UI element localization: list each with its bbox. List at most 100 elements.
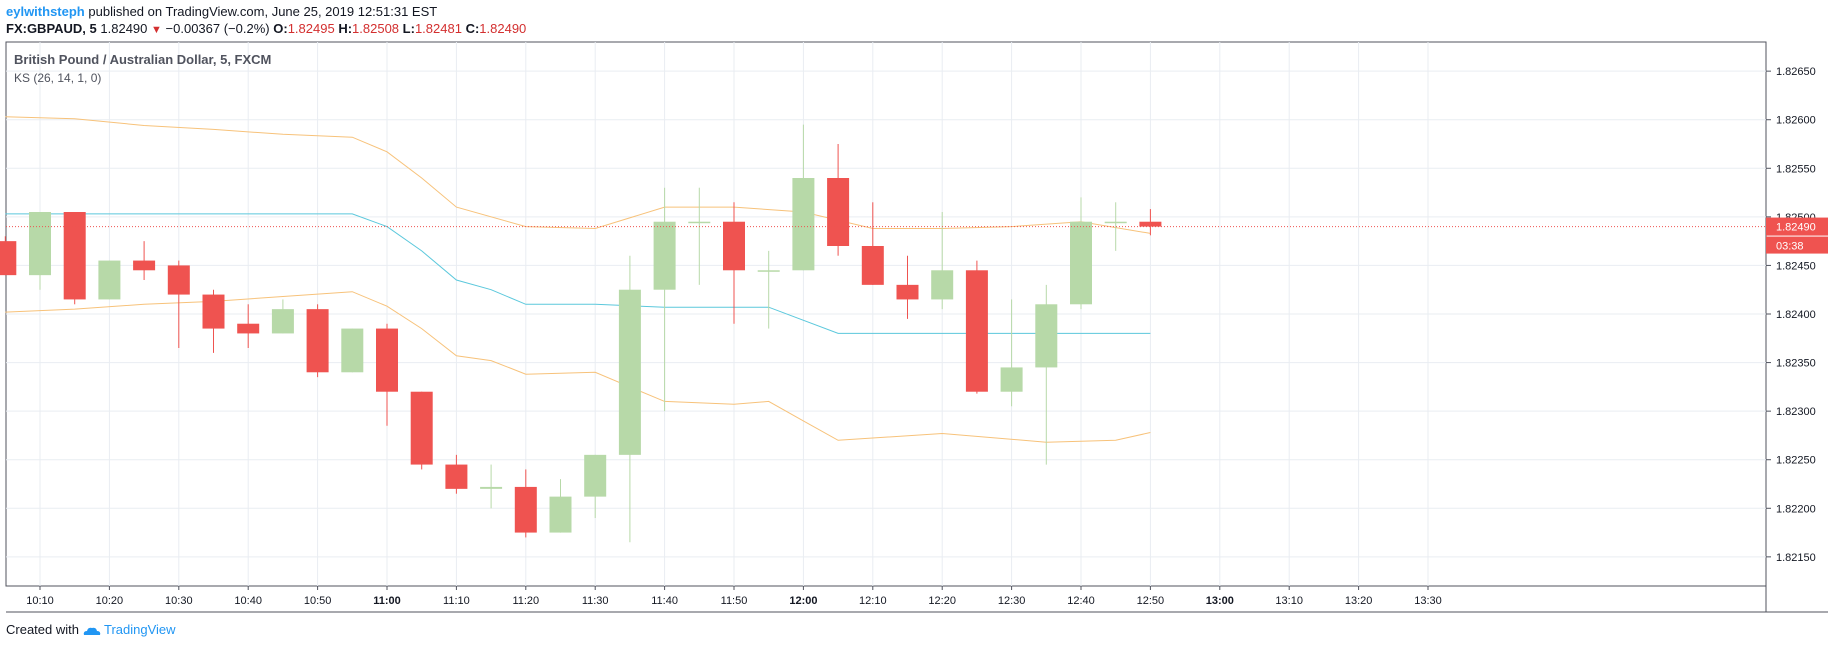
candle-1215: [896, 255, 919, 319]
time-tick-label: 12:40: [1067, 595, 1095, 607]
candle-1230: [1000, 299, 1023, 407]
candle-body: [584, 454, 607, 497]
candle-body: [306, 309, 329, 373]
line-lower: [5, 291, 1151, 443]
candle-1225: [965, 260, 988, 394]
candle-1100: [376, 323, 398, 426]
price-tick-label: 1.82350: [1776, 358, 1816, 370]
candle-1020: [98, 260, 121, 300]
candle-body: [757, 270, 780, 272]
candle-1235: [1035, 284, 1058, 465]
time-tick-label: 11:40: [651, 595, 678, 607]
candle-body: [618, 289, 641, 455]
candle-body: [965, 270, 988, 392]
candle-1110: [445, 454, 468, 494]
change-value: −0.00367 (−0.2%): [165, 21, 270, 36]
candle-1205: [827, 144, 850, 256]
grid: [6, 42, 1766, 586]
candle-body: [0, 241, 17, 276]
candle-body: [1035, 304, 1058, 368]
high-value: 1.82508: [352, 21, 400, 36]
candle-1120: [514, 469, 537, 538]
time-tick-label: 12:30: [998, 595, 1026, 607]
candle-1040: [237, 304, 260, 348]
candle-body: [98, 260, 121, 300]
down-arrow-icon: ▼: [151, 24, 162, 36]
candle-1005: [0, 236, 17, 276]
time-tick-label: 12:50: [1137, 595, 1165, 607]
candle-1200: [792, 124, 815, 271]
time-tick-label: 10:20: [96, 595, 124, 607]
candle-1155: [757, 250, 780, 329]
candle-body: [445, 464, 468, 489]
symbol-label: FX:GBPAUD, 5: [6, 21, 97, 36]
price-tick-label: 1.82450: [1776, 260, 1816, 272]
candle-1250: [1139, 209, 1162, 236]
candle-1145: [688, 187, 711, 285]
candle-1240: [1070, 197, 1092, 310]
candle-body: [410, 391, 433, 465]
open-value: 1.82495: [287, 21, 335, 36]
price-tick-label: 1.82150: [1776, 552, 1816, 564]
candle-1030: [167, 260, 190, 348]
candle-1135: [618, 255, 641, 543]
line-base: [5, 213, 1151, 334]
time-tick-label: 13:20: [1345, 595, 1373, 607]
price-tick-label: 1.82400: [1776, 309, 1816, 321]
time-tick-label: 13:00: [1206, 595, 1234, 607]
time-tick-label: 13:30: [1414, 595, 1442, 607]
price-tick-label: 1.82550: [1776, 163, 1816, 175]
published-text: published on TradingView.com, June 25, 2…: [88, 4, 438, 19]
indicator-label: KS (26, 14, 1, 0): [14, 71, 101, 85]
candle-1125: [549, 479, 572, 533]
candle-1015: [63, 212, 86, 305]
candle-body: [1000, 367, 1023, 392]
candle-1130: [584, 454, 607, 518]
candle-body: [688, 221, 711, 224]
candle-body: [549, 496, 572, 533]
candle-body: [1104, 221, 1127, 224]
candles: [0, 124, 1162, 543]
candle-body: [827, 178, 850, 246]
candle-body: [202, 294, 225, 329]
candle-1105: [410, 391, 433, 470]
candle-body: [271, 309, 294, 334]
author-link[interactable]: eylwithsteph: [6, 4, 85, 19]
price-tick-label: 1.82600: [1776, 115, 1816, 127]
candle-body: [723, 221, 745, 271]
current-price-label: 1.82490: [1776, 222, 1816, 234]
candle-body: [167, 265, 190, 295]
candle-1010: [29, 212, 51, 290]
time-tick-label: 10:10: [26, 595, 54, 607]
candle-body: [653, 221, 676, 290]
last-price: 1.82490: [100, 21, 148, 36]
time-tick-label: 11:00: [373, 595, 401, 607]
tradingview-brand[interactable]: TradingView: [104, 622, 176, 637]
time-tick-label: 10:40: [234, 595, 262, 607]
candle-1045: [271, 299, 294, 334]
chart-title: British Pound / Australian Dollar, 5, FX…: [14, 52, 271, 67]
time-axis[interactable]: 10:10 10:20 10:30 10:40 10:50 11:00 11:10 11:20…: [26, 586, 1442, 607]
low-label: L:: [402, 21, 415, 36]
time-tick-label: 11:30: [582, 595, 609, 607]
time-tick-label: 12:10: [859, 595, 887, 607]
candle-1115: [480, 464, 503, 509]
price-axis[interactable]: 1.82150 1.82200 1.82250 1.82300 1.82350 1.824…: [1766, 66, 1816, 564]
candle-body: [514, 486, 537, 533]
time-tick-label: 13:10: [1275, 595, 1303, 607]
ohlc-header: FX:GBPAUD, 5 1.82490 ▼ −0.00367 (−0.2%) …: [6, 21, 526, 38]
countdown-box: [1766, 236, 1828, 254]
candle-body: [792, 178, 815, 271]
time-tick-label: 10:50: [304, 595, 332, 607]
candle-1035: [202, 289, 225, 353]
candle-body: [237, 323, 260, 334]
open-label: O:: [273, 21, 288, 36]
countdown-label: 03:38: [1776, 241, 1804, 253]
candle-body: [1070, 221, 1092, 305]
created-with-text: Created with: [6, 622, 79, 637]
time-tick-label: 10:30: [165, 595, 193, 607]
candle-body: [29, 212, 51, 276]
time-tick-label: 11:50: [721, 595, 748, 607]
high-label: H:: [338, 21, 353, 36]
